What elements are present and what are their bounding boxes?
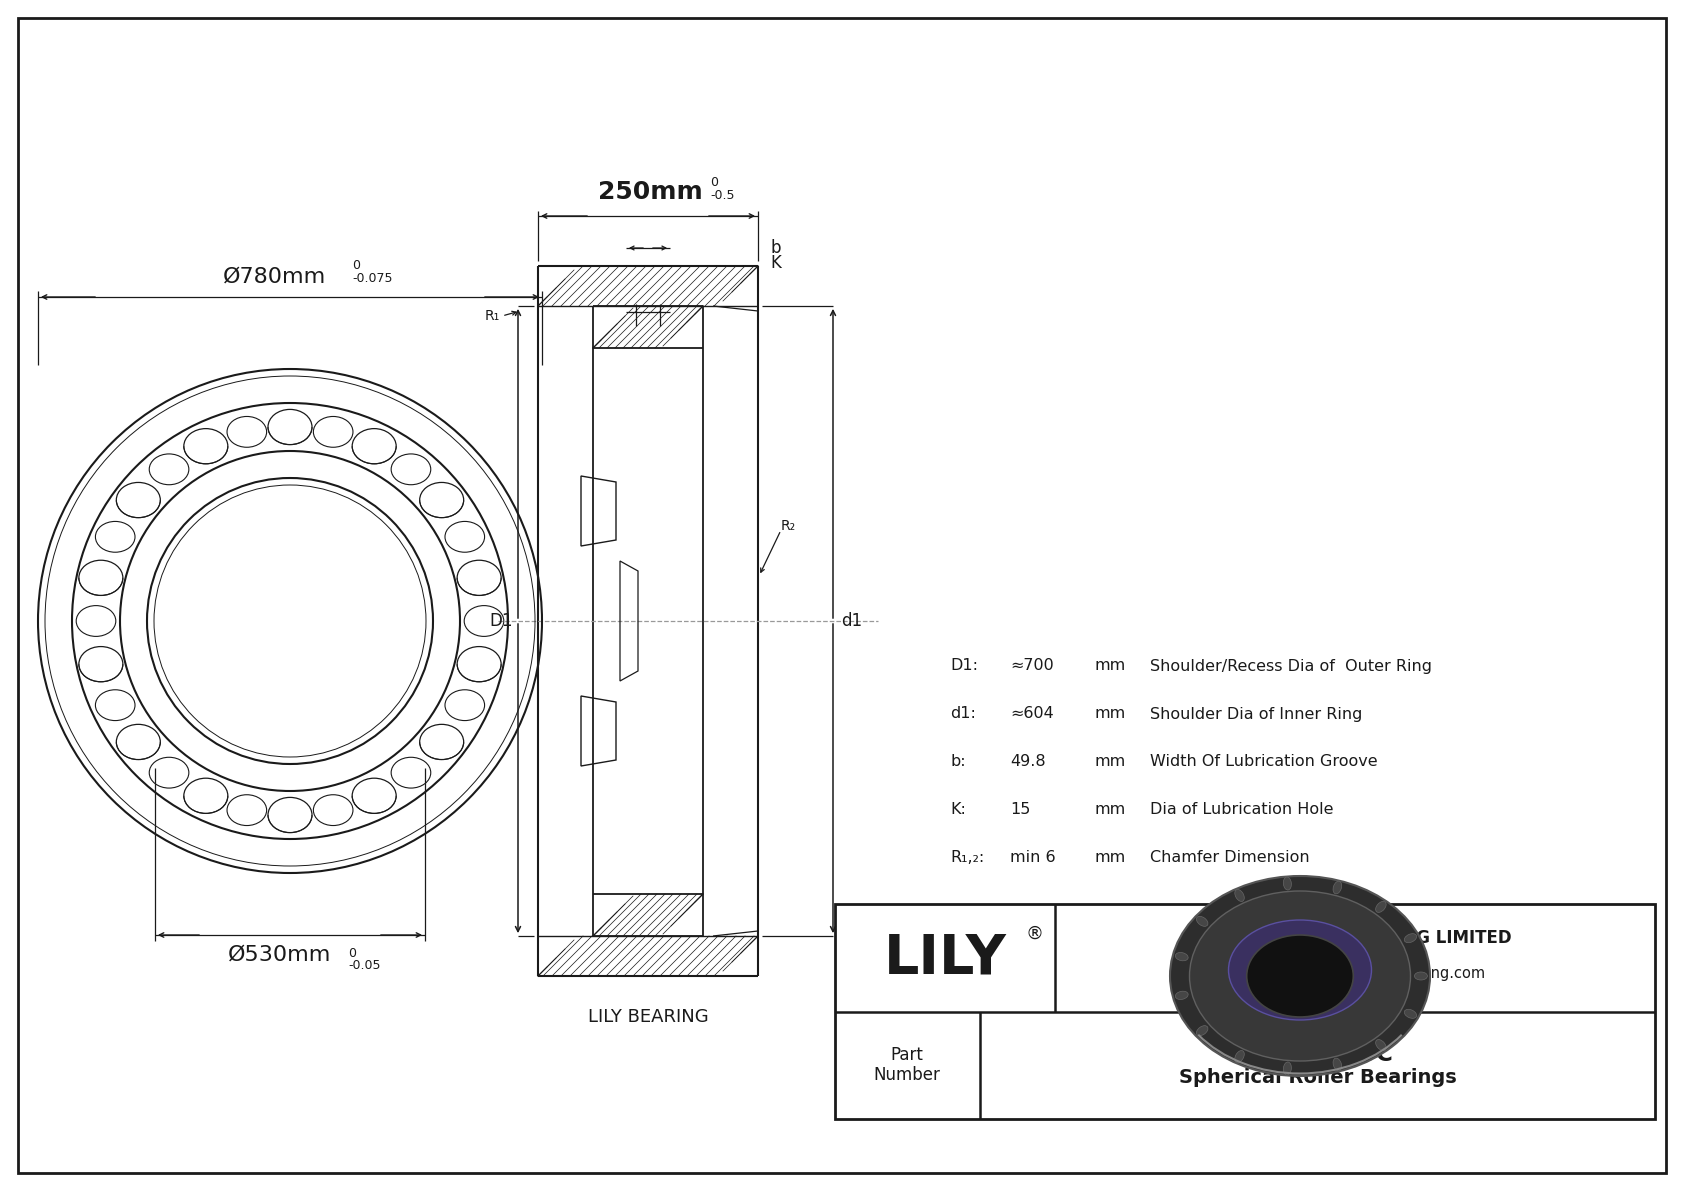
Text: -0.05: -0.05 xyxy=(349,959,381,972)
Text: mm: mm xyxy=(1095,850,1127,866)
Ellipse shape xyxy=(1246,935,1354,1017)
Ellipse shape xyxy=(1404,1009,1416,1018)
Ellipse shape xyxy=(1196,1025,1207,1036)
Ellipse shape xyxy=(1175,953,1189,961)
Ellipse shape xyxy=(1376,902,1386,912)
Text: R₁,₂:: R₁,₂: xyxy=(950,850,983,866)
Text: Dia of Lubrication Hole: Dia of Lubrication Hole xyxy=(1150,803,1334,817)
Text: mm: mm xyxy=(1095,659,1127,673)
Text: 0: 0 xyxy=(349,947,355,960)
Text: min 6: min 6 xyxy=(1010,850,1056,866)
Ellipse shape xyxy=(1234,1050,1244,1062)
Ellipse shape xyxy=(1376,1040,1386,1050)
Text: mm: mm xyxy=(1095,803,1127,817)
Text: ≈700: ≈700 xyxy=(1010,659,1054,673)
Text: 240/530 BC: 240/530 BC xyxy=(1243,1041,1393,1066)
Text: mm: mm xyxy=(1095,706,1127,722)
Text: Part: Part xyxy=(891,1047,923,1065)
Text: 0: 0 xyxy=(352,258,360,272)
Text: R₁: R₁ xyxy=(485,308,500,323)
Text: Width Of Lubrication Groove: Width Of Lubrication Groove xyxy=(1150,755,1378,769)
Ellipse shape xyxy=(1334,881,1342,894)
Text: Ø780mm: Ø780mm xyxy=(224,267,327,287)
Text: mm: mm xyxy=(1095,755,1127,769)
Text: -0.5: -0.5 xyxy=(711,189,734,202)
Ellipse shape xyxy=(1229,919,1371,1019)
Ellipse shape xyxy=(1234,890,1244,902)
Text: b: b xyxy=(770,239,780,257)
Text: 15: 15 xyxy=(1010,803,1031,817)
Text: 0: 0 xyxy=(711,176,717,189)
Text: SHANGHAI LILY BEARING LIMITED: SHANGHAI LILY BEARING LIMITED xyxy=(1199,929,1511,947)
Text: 49.8: 49.8 xyxy=(1010,755,1046,769)
Text: d1: d1 xyxy=(840,612,862,630)
Ellipse shape xyxy=(1415,972,1428,980)
Text: Shoulder Dia of Inner Ring: Shoulder Dia of Inner Ring xyxy=(1150,706,1362,722)
Ellipse shape xyxy=(1283,1062,1292,1075)
Text: K:: K: xyxy=(950,803,967,817)
Text: K: K xyxy=(770,254,781,272)
Text: Spherical Roller Bearings: Spherical Roller Bearings xyxy=(1179,1068,1457,1087)
Text: 250mm: 250mm xyxy=(598,180,702,204)
Ellipse shape xyxy=(1283,877,1292,890)
Text: Chamfer Dimension: Chamfer Dimension xyxy=(1150,850,1310,866)
Text: D1: D1 xyxy=(490,612,514,630)
Text: Ø530mm: Ø530mm xyxy=(229,944,332,965)
Text: b:: b: xyxy=(950,755,965,769)
Ellipse shape xyxy=(1334,1058,1342,1071)
Text: LILY: LILY xyxy=(884,931,1007,985)
Text: Shoulder/Recess Dia of  Outer Ring: Shoulder/Recess Dia of Outer Ring xyxy=(1150,659,1431,673)
Text: d1:: d1: xyxy=(950,706,975,722)
Text: R₂: R₂ xyxy=(781,519,797,534)
Text: D1:: D1: xyxy=(950,659,978,673)
Text: -0.075: -0.075 xyxy=(352,272,392,285)
Ellipse shape xyxy=(1404,934,1416,943)
Text: Email: lilybearing@lily-bearing.com: Email: lilybearing@lily-bearing.com xyxy=(1224,966,1485,980)
Ellipse shape xyxy=(1170,877,1430,1075)
Text: ≈604: ≈604 xyxy=(1010,706,1054,722)
Ellipse shape xyxy=(1189,891,1411,1061)
Text: Number: Number xyxy=(874,1066,940,1085)
Text: ®: ® xyxy=(1026,925,1044,943)
Text: LILY BEARING: LILY BEARING xyxy=(588,1008,709,1025)
Ellipse shape xyxy=(1196,916,1207,927)
Ellipse shape xyxy=(1175,991,1189,999)
Bar xyxy=(835,904,1655,1120)
